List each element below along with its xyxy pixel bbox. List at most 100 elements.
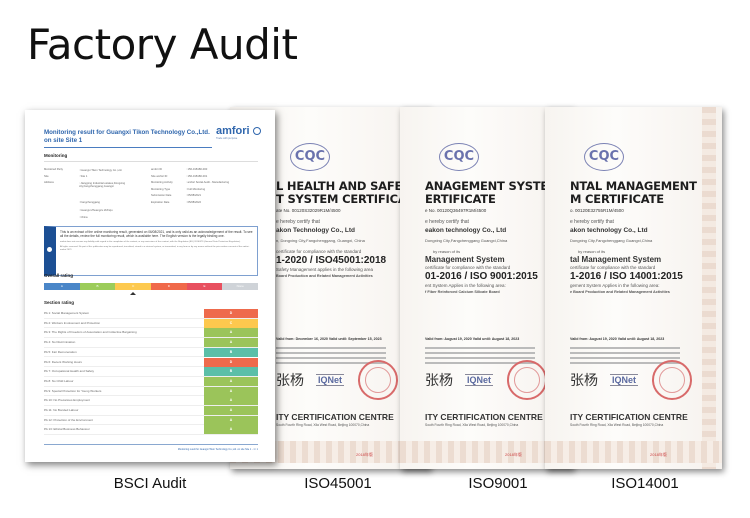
- fine-print: [425, 362, 535, 364]
- iqnet-logo: IQNet: [465, 374, 494, 386]
- cert-title-line2: T SYSTEM CERTIFICATE: [276, 192, 421, 206]
- label-iso9001: ISO9001: [468, 475, 528, 492]
- edition: 2018年版: [650, 452, 667, 457]
- fine-print: [425, 357, 535, 359]
- certificate-border-bottom: [545, 441, 722, 463]
- section-rating-heading: Section rating: [44, 300, 75, 305]
- reason-text: by reason of its: [433, 249, 461, 254]
- field-value: : Full Monitoring: [186, 187, 206, 191]
- info-icon: [47, 247, 52, 252]
- certificate-iso14001: CQC NTAL MANAGEMENT M CERTIFICATE o. 00120E…: [545, 107, 722, 469]
- section-name: PA 6: Decent Working Hours: [44, 359, 82, 364]
- section-name: PA 5: Fair Remuneration: [44, 349, 77, 354]
- section-row: PA 4: No Discrimination A: [44, 338, 258, 348]
- section-name: PA 11: No Bonded Labour: [44, 408, 79, 412]
- section-row: PA 1: Social Management System D: [44, 309, 258, 319]
- validity: Valid from: August 19, 2020 Valid until:…: [570, 337, 665, 341]
- cqc-logo: CQC: [584, 143, 624, 171]
- company-name: akon Technology Co., Ltd: [276, 227, 355, 234]
- centre-address: South Fourth Ring Road, Xila West Road, …: [276, 423, 370, 427]
- cert-number: e No. 00120Q36497R1M/4500: [425, 208, 487, 213]
- report-title: Monitoring result for Guangxi Tikon Tech…: [44, 129, 210, 144]
- reason-text: by reason of its: [578, 249, 606, 254]
- scope-text: Board Production and Related Management …: [276, 274, 373, 278]
- cert-title-line2: M CERTIFICATE: [570, 192, 664, 206]
- red-seal-stamp: [507, 360, 547, 400]
- fine-print: [570, 347, 680, 349]
- standard: 01-2016 / ISO 9001:2015: [425, 271, 538, 282]
- overall-rating-bar: A B C D E None: [44, 283, 259, 290]
- overall-rating-heading: Overall rating: [44, 273, 74, 278]
- field-value: : Guangxi Tikon Technology Co.,Ltd.: [79, 168, 123, 172]
- validity: Valid from: December 16, 2020 Valid unti…: [276, 337, 382, 341]
- certify-text: e hereby certify that: [570, 219, 614, 225]
- certification-centre: ITY CERTIFICATION CENTRE: [276, 412, 394, 422]
- overall-rating-a: A: [44, 283, 80, 290]
- section-rating-badge: A: [204, 406, 258, 415]
- cqc-logo: CQC: [439, 143, 479, 171]
- section-name: PA 2: Workers Involvement and Protection: [44, 320, 101, 325]
- certificate-iso9001: CQC ANAGEMENT SYSTEM ERTIFICATE e No. 00120…: [400, 107, 573, 469]
- overall-rating-d: D: [151, 283, 187, 290]
- bsci-audit-report: Monitoring result for Guangxi Tikon Tech…: [25, 110, 275, 462]
- section-name: PA 9: Special Protection for Young Worke…: [44, 388, 102, 393]
- field-label: Site: [44, 174, 49, 178]
- section-rating-badge: D: [204, 357, 258, 367]
- section-rating-badge: A: [204, 386, 258, 396]
- section-row: PA 12: Protection of the Environment A: [44, 415, 258, 426]
- section-rating-badge: A: [204, 425, 258, 435]
- notice-box: This is an extract of the online monitor…: [44, 226, 258, 276]
- field-value: : 05/08/2022: [186, 200, 201, 204]
- compliance-text: certificate for compliance with the stan…: [570, 265, 656, 270]
- certification-centre: ITY CERTIFICATION CENTRE: [425, 412, 543, 422]
- section-rating-badge: B: [204, 347, 258, 357]
- iqnet-logo: IQNet: [316, 374, 345, 386]
- red-seal-stamp: [358, 360, 398, 400]
- fine-print: [276, 362, 386, 364]
- certificate-border-bottom: [230, 441, 430, 463]
- section-rating-badge: B: [204, 367, 258, 377]
- field-value: : Fangchenggang: [79, 201, 100, 204]
- field-label: Monitoring Type: [151, 187, 171, 191]
- certificate-body: CQC NTAL MANAGEMENT M CERTIFICATE o. 00120E…: [545, 107, 700, 469]
- edition: 2018年版: [356, 452, 373, 457]
- signature: 张杨: [425, 373, 453, 389]
- iqnet-logo: IQNet: [610, 374, 639, 386]
- field-label: amfori ID: [151, 168, 162, 171]
- section-name: PA 4: No Discrimination: [44, 340, 76, 345]
- centre-address: South Fourth Ring Road, Xila West Road, …: [570, 423, 664, 427]
- section-row: PA 11: No Bonded Labour A: [44, 406, 258, 416]
- standard: 1-2020 / ISO45001:2018: [276, 255, 387, 266]
- logo-circle-icon: [252, 127, 261, 135]
- certify-text: e hereby certify that: [276, 219, 320, 225]
- cqc-logo: CQC: [290, 143, 330, 171]
- overall-rating-none: None: [222, 283, 259, 290]
- monitoring-heading: Monitoring: [44, 153, 68, 158]
- company-address: Dongxing City,Fangchenggang Guangxi,Chin…: [425, 238, 508, 243]
- fine-print: [570, 352, 680, 354]
- section-name: PA 8: No Child Labour: [44, 378, 74, 383]
- edition: 2018年版: [505, 452, 522, 457]
- page-title: Factory Audit: [27, 20, 298, 69]
- section-row: PA 8: No Child Labour A: [44, 376, 258, 387]
- fine-print: [276, 352, 386, 354]
- standard: 1-2016 / ISO 14001:2015: [570, 271, 683, 282]
- section-row: PA 3: The Rights of Freedom of Associati…: [44, 328, 258, 339]
- certificate-border: [702, 107, 716, 469]
- compliance-text: certificate for compliance with the stan…: [276, 249, 362, 254]
- field-value: : 05/08/2021: [186, 194, 201, 197]
- cert-title-line1: ANAGEMENT SYSTEM: [425, 179, 560, 193]
- label-iso45001: ISO45001: [304, 475, 372, 492]
- compliance-text: certificate for compliance with the stan…: [425, 265, 511, 270]
- section-rating-badge: A: [204, 415, 258, 425]
- label-bsci: BSCI Audit: [113, 475, 187, 492]
- field-label: Monitoring Activity: [151, 181, 173, 184]
- field-label: Submission Date: [151, 194, 172, 197]
- fine-print: [425, 347, 535, 349]
- overall-rating-e: E: [186, 283, 223, 290]
- section-row: PA 5: Fair Remuneration B: [44, 347, 258, 358]
- certificate-iso45001: CQC L HEALTH AND SAFETY T SYSTEM CERTIFICA…: [230, 107, 430, 469]
- fine-print: [570, 362, 680, 364]
- company-name: akon technology Co., Ltd: [570, 227, 648, 234]
- label-iso14001: ISO14001: [611, 475, 679, 492]
